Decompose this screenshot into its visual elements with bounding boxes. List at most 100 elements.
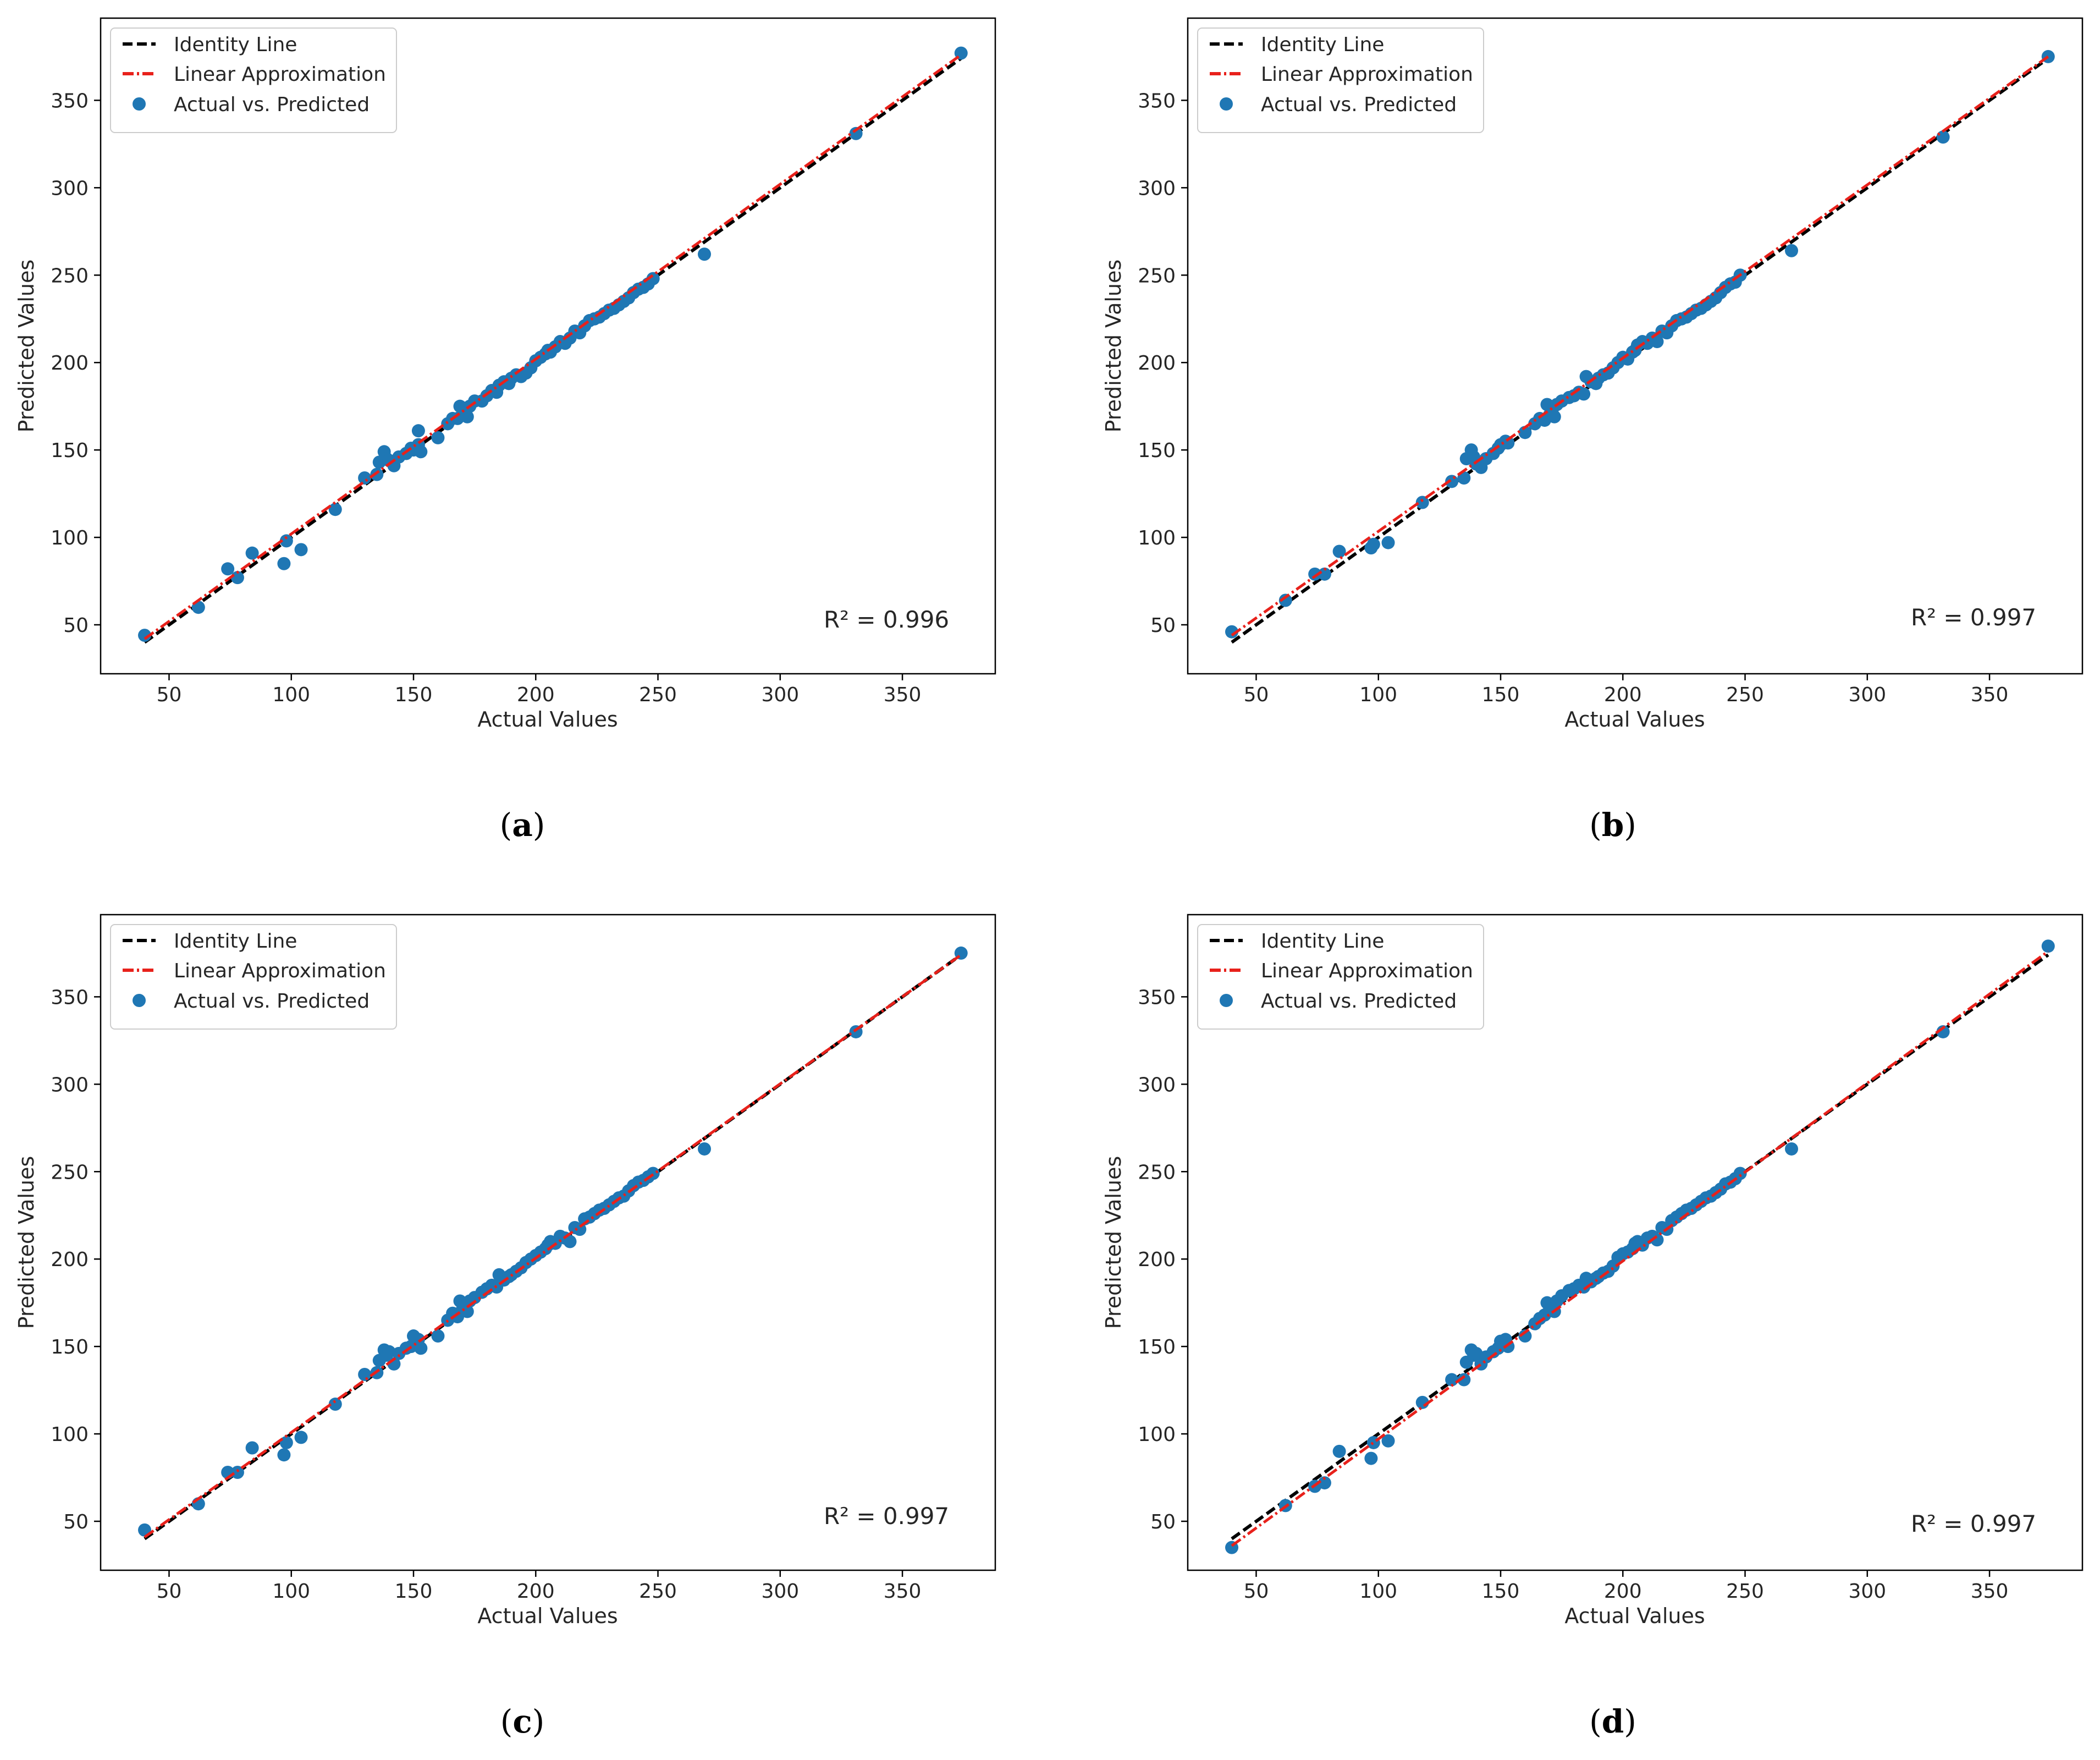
x-tick-label: 250 <box>1726 684 1764 706</box>
y-tick-label: 300 <box>1138 1074 1176 1096</box>
r-squared-annotation: R² = 0.997 <box>1911 1510 2036 1537</box>
legend-points-swatch <box>1220 994 1233 1007</box>
y-tick-label: 250 <box>1138 1161 1176 1184</box>
x-axis-label: Actual Values <box>477 707 618 732</box>
legend-identity-label: Identity Line <box>174 34 297 56</box>
x-tick-label: 350 <box>884 1580 922 1603</box>
r-squared-annotation: R² = 0.996 <box>824 606 949 633</box>
data-point <box>646 272 660 285</box>
data-point <box>1518 426 1532 439</box>
y-tick-label: 300 <box>51 177 89 200</box>
data-point <box>1650 335 1664 349</box>
x-tick-label: 350 <box>1971 684 2009 706</box>
x-tick-label: 100 <box>272 1580 310 1603</box>
x-tick-label: 150 <box>1482 684 1520 706</box>
panel-caption: (b) <box>1589 806 1636 844</box>
data-point <box>1547 410 1561 424</box>
panel-c: 50 100 150 200 250 300 350 50 100 150 200 250 300 350… <box>14 914 996 1740</box>
data-point <box>698 248 712 261</box>
y-tick-label: 200 <box>1138 352 1176 375</box>
data-point <box>1364 1451 1378 1465</box>
x-tick-label: 50 <box>1244 1580 1269 1603</box>
y-tick-label: 300 <box>51 1074 89 1096</box>
y-tick-label: 150 <box>51 1336 89 1358</box>
x-tick-label: 150 <box>395 684 433 706</box>
legend-linear-label: Linear Approximation <box>1261 960 1473 982</box>
y-tick-label: 300 <box>1138 177 1176 200</box>
y-tick-label: 350 <box>1138 90 1176 112</box>
data-point <box>358 471 372 485</box>
data-point <box>1318 1476 1331 1490</box>
y-tick-label: 150 <box>51 439 89 462</box>
data-point <box>1318 567 1331 581</box>
data-point <box>698 1142 712 1156</box>
data-point <box>277 1448 291 1462</box>
linear-fit-line <box>144 53 962 640</box>
data-point <box>294 543 308 557</box>
data-point <box>1381 1434 1395 1448</box>
legend-linear-label: Linear Approximation <box>174 63 386 86</box>
panel-caption: (d) <box>1589 1703 1636 1740</box>
x-tick-label: 50 <box>1244 684 1269 706</box>
x-tick-label: 200 <box>1604 1580 1642 1603</box>
data-point <box>1518 1329 1532 1343</box>
data-point <box>1501 436 1515 450</box>
y-tick-label: 100 <box>51 527 89 549</box>
data-point <box>1225 625 1239 639</box>
data-point <box>279 534 293 548</box>
data-point <box>414 445 428 459</box>
data-point <box>563 1235 577 1248</box>
panel-caption: (a) <box>500 806 545 844</box>
x-axis-label: Actual Values <box>1564 1604 1705 1628</box>
legend-points-label: Actual vs. Predicted <box>174 94 370 116</box>
y-tick-label: 100 <box>1138 527 1176 549</box>
r-squared-annotation: R² = 0.997 <box>824 1503 949 1530</box>
y-tick-label: 250 <box>51 265 89 287</box>
panel-caption: (c) <box>500 1703 545 1740</box>
legend-points-label: Actual vs. Predicted <box>1261 990 1457 1013</box>
linear-fit-line <box>144 954 962 1538</box>
x-tick-label: 100 <box>1359 684 1397 706</box>
data-point <box>328 1398 342 1411</box>
y-axis-label: Predicted Values <box>1101 260 1126 433</box>
x-tick-label: 250 <box>639 684 677 706</box>
y-axis-label: Predicted Values <box>14 1156 38 1329</box>
x-tick-label: 50 <box>157 1580 182 1603</box>
data-point <box>2041 939 2055 953</box>
y-tick-label: 250 <box>1138 265 1176 287</box>
x-tick-label: 100 <box>272 684 310 706</box>
y-tick-label: 50 <box>63 614 89 637</box>
legend-identity-label: Identity Line <box>1261 34 1384 56</box>
y-tick-label: 350 <box>1138 986 1176 1009</box>
legend-points-label: Actual vs. Predicted <box>1261 94 1457 116</box>
y-tick-label: 50 <box>63 1511 89 1533</box>
y-tick-label: 50 <box>1150 1511 1176 1533</box>
legend: Identity Line Linear Approximation Actua… <box>1197 924 1484 1030</box>
data-point <box>382 1345 396 1358</box>
data-point <box>1366 537 1380 551</box>
x-tick-label: 200 <box>517 1580 555 1603</box>
legend: Identity Line Linear Approximation Actua… <box>110 28 397 133</box>
y-tick-label: 50 <box>1150 614 1176 637</box>
x-tick-label: 300 <box>761 1580 799 1603</box>
y-axis-label: Predicted Values <box>14 260 38 433</box>
legend-points-swatch <box>133 994 146 1007</box>
data-point <box>358 1367 372 1381</box>
y-tick-label: 150 <box>1138 1336 1176 1358</box>
data-point <box>1415 496 1429 509</box>
y-tick-label: 350 <box>51 986 89 1009</box>
linear-fit-line <box>1231 950 2049 1547</box>
legend: Identity Line Linear Approximation Actua… <box>110 924 397 1030</box>
x-tick-label: 300 <box>761 684 799 706</box>
legend-box <box>1197 924 1484 1030</box>
x-tick-label: 100 <box>1359 1580 1397 1603</box>
data-point <box>1381 536 1395 549</box>
panel-d: 50 100 150 200 250 300 350 50 100 150 200 250 300 350… <box>1101 914 2084 1740</box>
data-point <box>460 1305 474 1318</box>
data-point <box>1577 387 1591 401</box>
data-point <box>1445 1373 1459 1387</box>
data-point <box>431 1329 445 1343</box>
panel-b: 50 100 150 200 250 300 350 50 100 150 200 250 300 350… <box>1101 17 2084 844</box>
x-axis-label: Actual Values <box>1564 707 1705 732</box>
